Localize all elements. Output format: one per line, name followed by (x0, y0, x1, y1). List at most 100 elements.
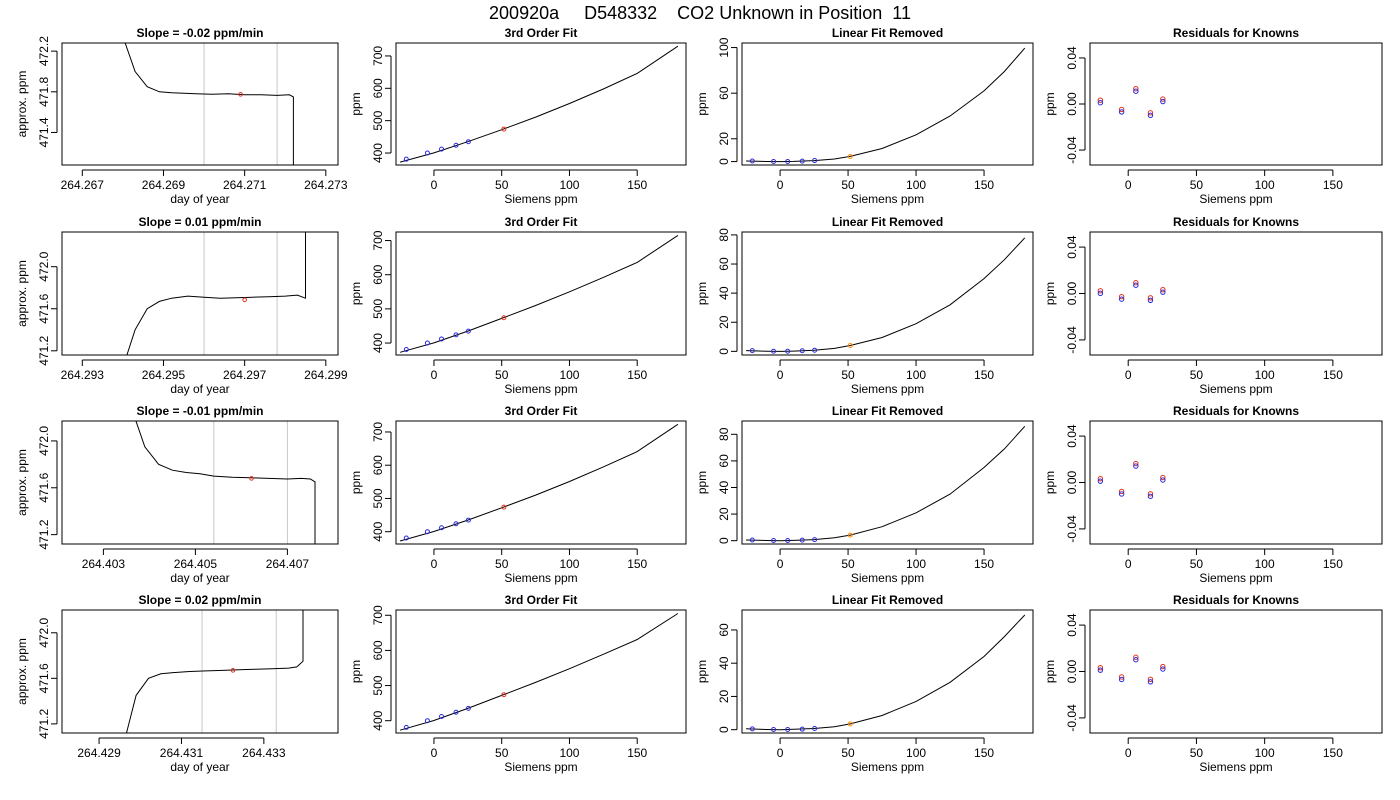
panel-title: Slope = 0.01 ppm/min (138, 215, 261, 229)
known-point (439, 336, 445, 342)
x-tick-label: 50 (495, 178, 509, 192)
concentration-trace (126, 232, 306, 355)
known-point (812, 537, 818, 543)
x-tick-label: 0 (777, 178, 784, 192)
x-tick-label: 264.429 (77, 746, 121, 760)
x-axis-label: Siemens ppm (851, 760, 924, 774)
known-point (785, 538, 791, 544)
y-tick-label: 500 (371, 299, 385, 319)
x-axis-label: day of year (170, 192, 229, 206)
x-tick-label: 264.273 (304, 178, 348, 192)
known-point (771, 348, 777, 354)
concentration-trace (135, 421, 316, 544)
x-tick-label: 0 (431, 178, 438, 192)
x-tick-label: 264.267 (61, 178, 105, 192)
residual-point-ring (1133, 654, 1139, 660)
x-tick-label: 0 (1125, 746, 1132, 760)
y-tick-label: 400 (371, 521, 385, 541)
residual-point-ring (1097, 288, 1104, 294)
panel-fit3-row1: 0 50 100 150 400 500 600 700 3rd Order Fit Siemen… (349, 26, 687, 206)
fit-curve (399, 234, 679, 353)
unknown-point (847, 343, 853, 349)
residual-point (1160, 289, 1166, 295)
fit-curve (399, 423, 679, 542)
plot-frame (395, 231, 687, 356)
known-point (424, 718, 430, 724)
known-point (424, 340, 430, 346)
y-tick-label: 0.00 (1065, 470, 1079, 494)
x-axis-label: Siemens ppm (504, 382, 577, 396)
y-tick-label: 471.2 (37, 709, 51, 739)
y-tick-label: -0.04 (1065, 326, 1079, 354)
residual-point (1147, 112, 1154, 119)
x-tick-label: 150 (1323, 368, 1343, 382)
plot-frame (741, 609, 1034, 734)
plot-frame (61, 420, 339, 545)
residual-point (1160, 98, 1166, 105)
x-axis-label: Siemens ppm (1199, 760, 1272, 774)
fit-curve (746, 237, 1026, 352)
residual-point (1097, 478, 1104, 484)
known-point (424, 529, 430, 535)
y-tick-label: 0 (717, 158, 731, 165)
known-point (771, 538, 777, 544)
plot-frame (1089, 609, 1383, 734)
y-tick-label: 471.6 (37, 293, 51, 323)
known-point (403, 347, 409, 353)
mean-marker (242, 297, 247, 303)
residual-point (1133, 463, 1139, 469)
residual-point-ring (1160, 286, 1166, 293)
panel-time-row3: 264.403 264.405 264.407 471.2 471.6 472.0 Slop… (15, 404, 339, 585)
y-tick-label: 40 (717, 656, 731, 670)
known-point (799, 158, 805, 164)
x-tick-label: 0 (1125, 178, 1132, 192)
known-point (453, 142, 459, 148)
fit-curve (746, 47, 1026, 163)
y-axis-label: ppm (695, 660, 709, 683)
x-tick-label: 50 (841, 557, 855, 571)
y-axis-label: ppm (1043, 92, 1057, 115)
y-axis-label: approx. ppm (15, 449, 29, 516)
y-tick-label: 0.04 (1065, 424, 1079, 448)
plot-frame (395, 420, 687, 545)
y-tick-label: 471.2 (37, 335, 51, 365)
figure-title: 200920a D548332 CO2 Unknown in Position … (489, 3, 911, 23)
panel-time-row2: 264.293 264.295 264.297 264.299 471.2 471.6 47… (15, 215, 348, 396)
x-tick-label: 264.295 (142, 368, 186, 382)
unknown-point (501, 504, 507, 510)
y-tick-label: 80 (717, 427, 731, 441)
y-tick-label: 600 (371, 640, 385, 660)
concentration-trace (124, 43, 294, 165)
plot-frame (741, 42, 1034, 166)
x-tick-label: 50 (495, 557, 509, 571)
x-axis-label: day of year (170, 760, 229, 774)
residual-point-ring (1097, 664, 1104, 671)
panel-resid-row2: 0 50 100 150 -0.04 0.00 0.04 Residuals for Know… (1043, 215, 1383, 396)
x-tick-label: 150 (627, 557, 647, 571)
unknown-point (847, 532, 853, 538)
known-point (799, 537, 805, 543)
fit-curve (746, 614, 1026, 731)
panel-title: Linear Fit Removed (832, 26, 943, 40)
fit-curve (746, 425, 1026, 542)
x-tick-label: 0 (431, 746, 438, 760)
x-tick-label: 100 (1255, 178, 1275, 192)
known-point (403, 724, 409, 730)
y-tick-label: 20 (717, 315, 731, 329)
x-tick-label: 100 (559, 557, 579, 571)
residual-point (1097, 99, 1104, 106)
y-tick-label: 0.04 (1065, 235, 1079, 259)
y-axis-label: approx. ppm (15, 260, 29, 327)
y-tick-label: 60 (717, 623, 731, 637)
y-tick-label: 471.6 (37, 472, 51, 502)
panel-resid-row4: 0 50 100 150 -0.04 0.00 0.04 Residuals for Know… (1043, 593, 1383, 774)
y-axis-label: ppm (695, 471, 709, 494)
y-tick-label: 500 (371, 110, 385, 130)
y-tick-label: 400 (371, 710, 385, 730)
panel-title: 3rd Order Fit (505, 215, 578, 229)
unknown-point (501, 692, 507, 698)
panel-title: Residuals for Knowns (1173, 593, 1299, 607)
known-point (785, 727, 791, 733)
y-tick-label: 0.04 (1065, 613, 1079, 637)
